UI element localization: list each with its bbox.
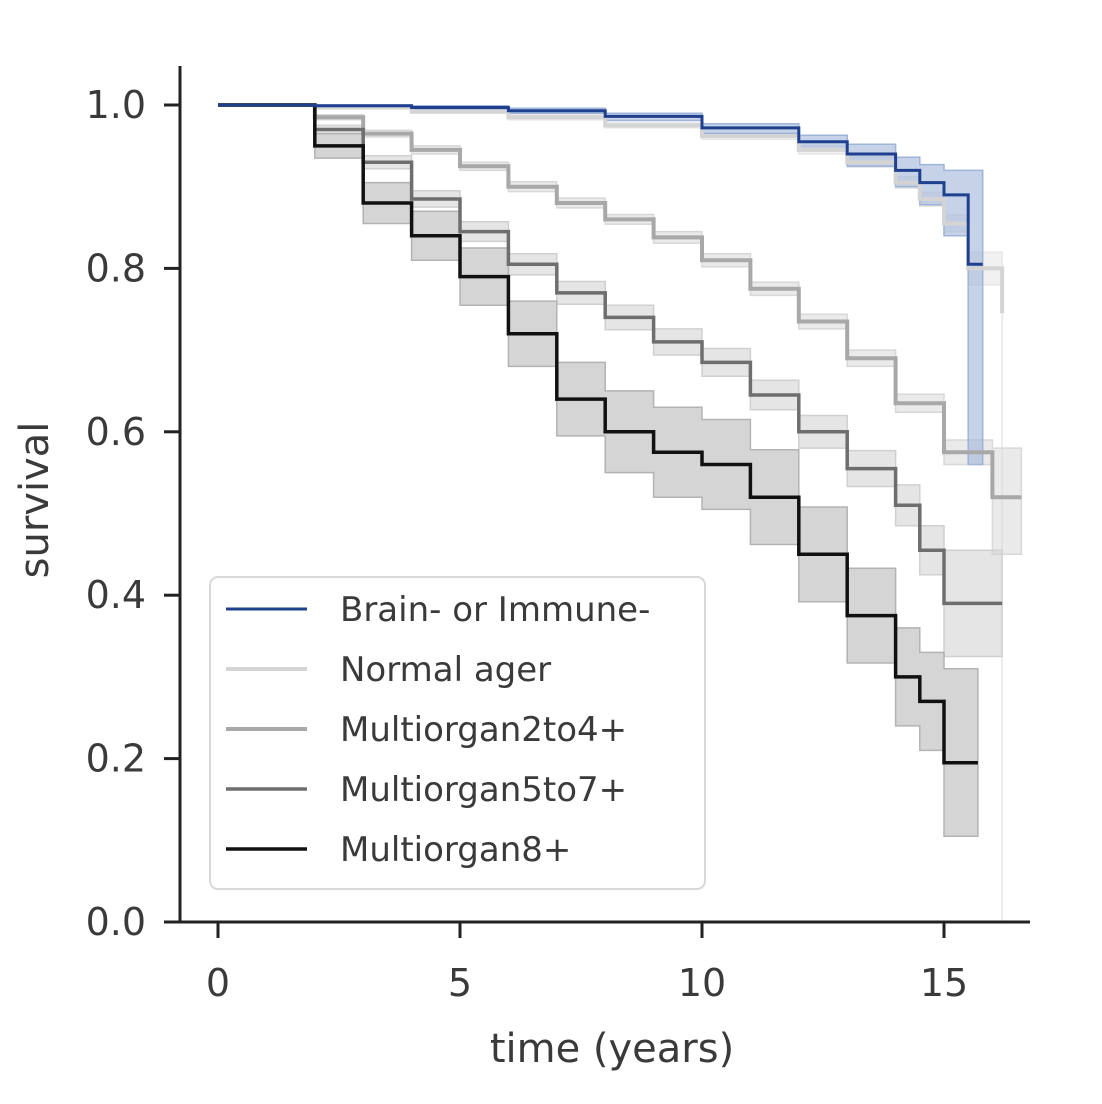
x-ticks: 0 5 10 15 [206,922,968,1005]
legend-box [209,576,706,890]
y-tick-label: 0.2 [86,737,146,781]
series-line-multiorgan5to7 [218,103,1003,606]
x-axis-title: time (years) [490,1026,734,1072]
legend-label-brain-or-immune: Brain- or Immune- [340,590,650,630]
legend-label-multiorgan5to7: Multiorgan5to7+ [340,770,627,810]
series-line-multiorgan2to4 [218,103,1022,500]
y-tick-label: 0.0 [86,900,146,944]
y-tick-label: 0.6 [86,410,146,454]
x-tick-label: 5 [448,961,472,1005]
x-tick-label: 15 [920,961,968,1005]
legend-label-multiorgan2to4: Multiorgan2to4+ [340,710,627,750]
survival-lines [218,103,1022,765]
y-tick-label: 1.0 [86,83,146,127]
y-axis-title: survival [12,422,58,579]
legend-label-multiorgan8: Multiorgan8+ [340,830,571,870]
x-tick-label: 0 [206,961,230,1005]
y-tick-label: 0.8 [86,246,146,290]
y-ticks: 0.0 0.2 0.4 0.6 0.8 1.0 [86,83,180,944]
x-tick-label: 10 [678,961,726,1005]
legend-items: Brain- or Immune- Normal ager Multiorgan2t… [226,590,650,870]
series-line-multiorgan8 [218,103,978,765]
legend-label-normal-ager: Normal ager [340,650,551,690]
y-tick-label: 0.4 [86,573,146,617]
series-line-brain-or-immune [218,103,983,266]
legend: Brain- or Immune- Normal ager Multiorgan2t… [209,576,706,890]
